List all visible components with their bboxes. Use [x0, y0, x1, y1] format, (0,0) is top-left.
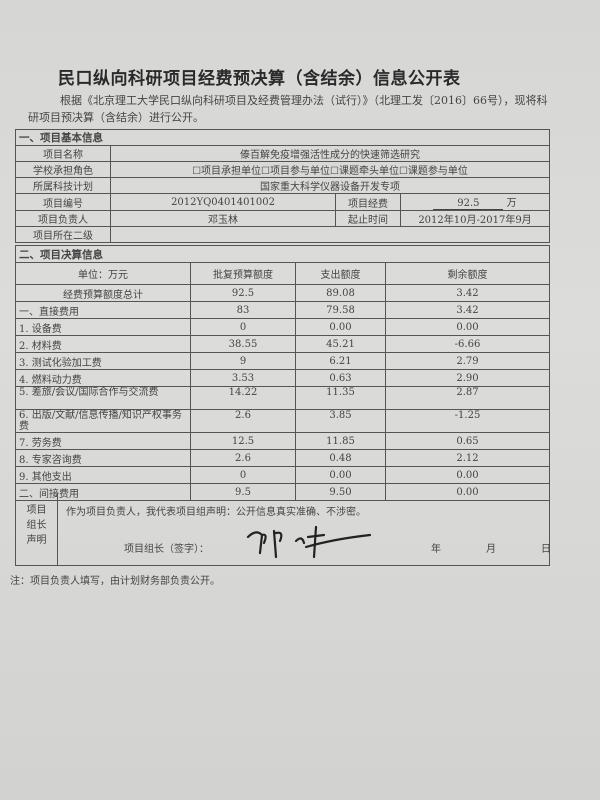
cell-spent: 11.85 — [295, 432, 386, 450]
cell-budget: 0 — [190, 466, 296, 484]
cell-item: 经费预算额度总计 — [15, 284, 191, 302]
cell-budget: 2.6 — [190, 449, 296, 467]
plan-value: 国家重大科学仪器设备开发专项 — [110, 177, 550, 194]
table-row: 经费预算额度总计 92.5 89.08 3.42 — [15, 284, 550, 302]
column-header: 单位：万元 — [15, 262, 191, 285]
section2-heading: 二、项目决算信息 — [15, 245, 550, 263]
cell-spent: 89.08 — [295, 284, 386, 302]
cell-spent: 3.85 — [295, 409, 386, 433]
intro-paragraph: 根据《北京理工大学民口纵向科研项目及经费管理办法（试行）》（北理工发〔2016〕… — [28, 94, 548, 124]
footnote: 注：项目负责人填写，由计划财务部负责公开。 — [10, 576, 220, 587]
funding-cell: 92.5 万 — [400, 193, 550, 211]
cell-budget: 92.5 — [190, 284, 296, 302]
cell-remain: 0.00 — [385, 483, 550, 501]
cell-item: 6. 出版/文献/信息传播/知识产权事务费 — [15, 409, 191, 433]
cell-remain: 0.65 — [385, 432, 550, 450]
cell-remain: -1.25 — [385, 409, 550, 433]
cell-budget: 38.55 — [190, 335, 296, 353]
column-header: 支出额度 — [295, 262, 386, 285]
cell-remain: 2.79 — [385, 352, 550, 370]
table-row: 5. 差旅/会议/国际合作与交流费 14.22 11.35 2.87 — [15, 386, 550, 410]
table-row: 3. 测试化验加工费 9 6.21 2.79 — [15, 352, 550, 370]
cell-item: 8. 专家咨询费 — [15, 449, 191, 467]
column-header: 批复预算额度 — [190, 262, 296, 285]
cell-remain: -6.66 — [385, 335, 550, 353]
name-value: 傣百解免疫增强活性成分的快速筛选研究 — [110, 145, 550, 162]
cell-item: 1. 设备费 — [15, 318, 191, 336]
cell-remain: 0.00 — [385, 318, 550, 336]
cell-spent: 79.58 — [295, 301, 386, 319]
role-label: 学校承担角色 — [15, 161, 111, 178]
cell-item: 2. 材料费 — [15, 335, 191, 353]
cell-item: 7. 劳务费 — [15, 432, 191, 450]
table-row: 7. 劳务费 12.5 11.85 0.65 — [15, 432, 550, 450]
role-value: ☐项目承担单位☐项目参与单位☐课题牵头单位☐课题参与单位 — [110, 161, 550, 178]
cell-spent: 0.00 — [295, 318, 386, 336]
cell-budget: 3.53 — [190, 369, 296, 387]
table-row: 一、直接费用 83 79.58 3.42 — [15, 301, 550, 319]
column-header: 剩余额度 — [385, 262, 550, 285]
cell-item: 二、间接费用 — [15, 483, 191, 501]
cell-spent: 6.21 — [295, 352, 386, 370]
section1-heading: 一、项目基本信息 — [15, 129, 550, 146]
cell-item: 9. 其他支出 — [15, 466, 191, 484]
funding-unit: 万 — [506, 198, 517, 209]
funding-value: 92.5 — [433, 198, 504, 210]
cell-remain: 2.12 — [385, 449, 550, 467]
cell-spent: 0.00 — [295, 466, 386, 484]
table-row: 8. 专家咨询费 2.6 0.48 2.12 — [15, 449, 550, 467]
cell-budget: 14.22 — [190, 386, 296, 410]
number-label: 项目编号 — [15, 193, 111, 211]
handwritten-signature — [244, 523, 374, 562]
declaration-label: 项目组长声明 — [16, 493, 58, 565]
cell-budget: 2.6 — [190, 409, 296, 433]
cell-remain: 2.90 — [385, 369, 550, 387]
basic-info-table: 一、项目基本信息 项目名称 傣百解免疫增强活性成分的快速筛选研究 学校承担角色 ☐项… — [15, 129, 550, 243]
table-row: 1. 设备费 0 0.00 0.00 — [15, 318, 550, 336]
year-label: 年 — [431, 544, 441, 555]
period-label: 起止时间 — [335, 210, 401, 227]
table-row: 9. 其他支出 0 0.00 0.00 — [15, 466, 550, 484]
level2-value — [110, 226, 550, 243]
document-title: 民口纵向科研项目经费预决算（含结余）信息公开表 — [58, 69, 461, 89]
name-label: 项目名称 — [15, 145, 111, 162]
cell-item: 4. 燃料动力费 — [15, 369, 191, 387]
cell-spent: 11.35 — [295, 386, 386, 410]
cell-budget: 12.5 — [190, 432, 296, 450]
declaration-statement: 作为项目负责人，我代表项目组声明：公开信息真实准确、不涉密。 — [66, 507, 366, 518]
cell-spent: 0.63 — [295, 369, 386, 387]
leader-label: 项目负责人 — [15, 210, 111, 227]
day-label: 日 — [541, 544, 551, 555]
cell-remain: 2.87 — [385, 386, 550, 410]
period-value: 2012年10月-2017年9月 — [400, 210, 550, 227]
table-row: 2. 材料费 38.55 45.21 -6.66 — [15, 335, 550, 353]
cell-budget: 9 — [190, 352, 296, 370]
leader-value: 邓玉林 — [110, 210, 336, 227]
cell-remain: 0.00 — [385, 466, 550, 484]
table-row: 6. 出版/文献/信息传播/知识产权事务费 2.6 3.85 -1.25 — [15, 409, 550, 433]
cell-budget: 0 — [190, 318, 296, 336]
number-value: 2012YQ0401401002 — [110, 193, 336, 211]
declaration-box: 项目组长声明 作为项目负责人，我代表项目组声明：公开信息真实准确、不涉密。 项目… — [15, 493, 551, 566]
table-row: 二、间接费用 9.5 9.50 0.00 — [15, 483, 550, 501]
cell-item: 一、直接费用 — [15, 301, 191, 319]
cell-remain: 3.42 — [385, 284, 550, 302]
plan-label: 所属科技计划 — [15, 177, 111, 194]
final-accounts-table: 二、项目决算信息 单位：万元 批复预算额度 支出额度 剩余额度 经费预算额度总计… — [15, 245, 550, 501]
cell-budget: 83 — [190, 301, 296, 319]
cell-item: 3. 测试化验加工费 — [15, 352, 191, 370]
level2-label: 项目所在二级 — [15, 226, 111, 243]
month-label: 月 — [486, 544, 496, 555]
table-row: 4. 燃料动力费 3.53 0.63 2.90 — [15, 369, 550, 387]
cell-spent: 45.21 — [295, 335, 386, 353]
cell-spent: 0.48 — [295, 449, 386, 467]
sign-label: 项目组长（签字）： — [124, 544, 209, 555]
funding-label: 项目经费 — [335, 193, 401, 211]
cell-remain: 3.42 — [385, 301, 550, 319]
cell-item: 5. 差旅/会议/国际合作与交流费 — [15, 386, 191, 410]
